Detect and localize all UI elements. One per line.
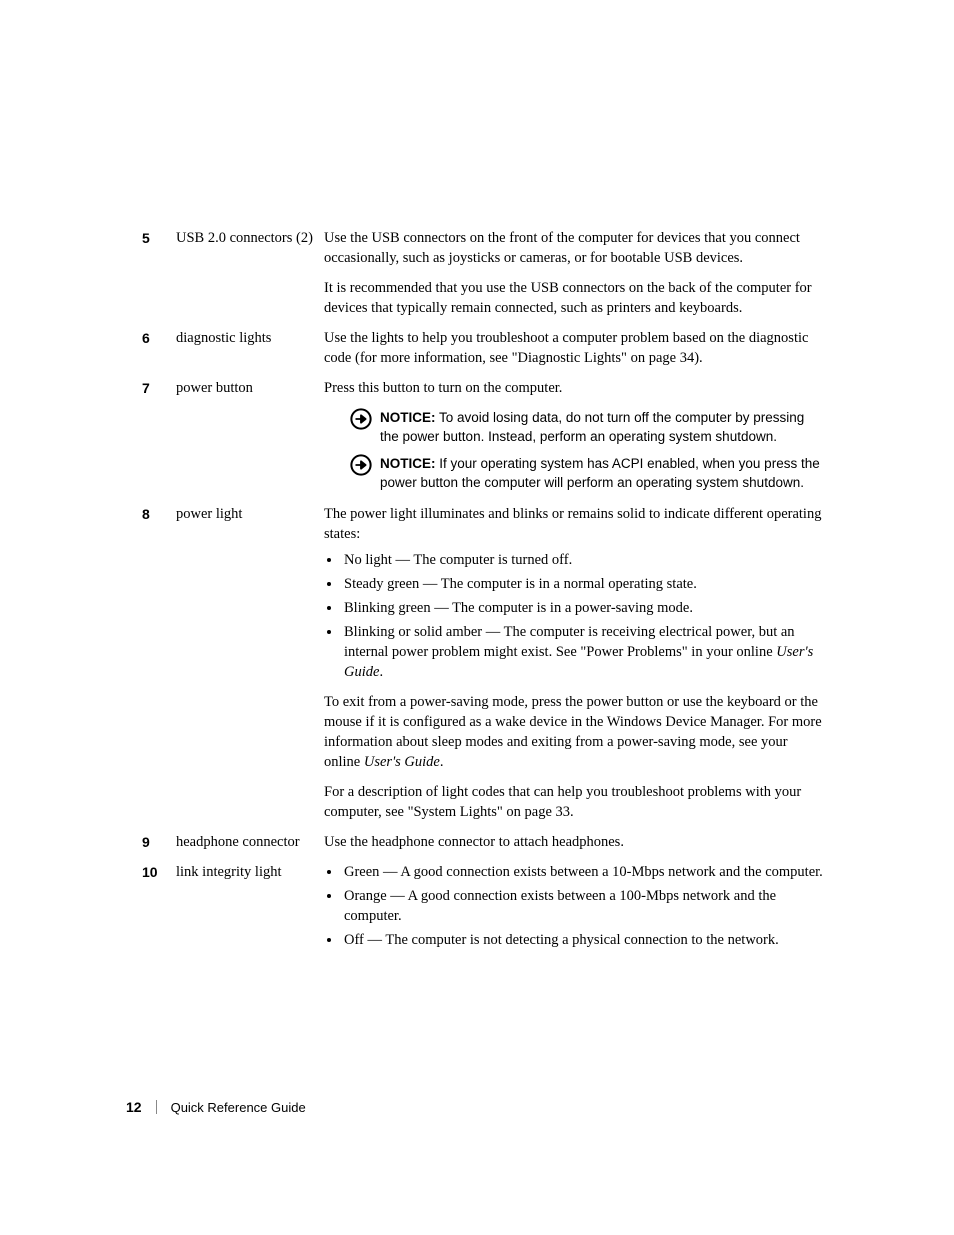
- row-number: 9: [142, 832, 176, 852]
- row-description: The power light illuminates and blinks o…: [324, 504, 824, 828]
- row-label: diagnostic lights: [176, 328, 324, 348]
- list-item: Blinking or solid amber — The computer i…: [342, 622, 824, 682]
- list-item-text: Blinking or solid amber — The computer i…: [344, 624, 795, 660]
- row-description: Green — A good connection exists between…: [324, 862, 824, 960]
- table-row: 6 diagnostic lights Use the lights to he…: [142, 328, 824, 374]
- page-number: 12: [126, 1099, 142, 1115]
- list-item: Blinking green — The computer is in a po…: [342, 598, 824, 618]
- description-paragraph: Use the USB connectors on the front of t…: [324, 228, 824, 268]
- notice: NOTICE: If your operating system has ACP…: [350, 454, 824, 492]
- description-paragraph: Use the headphone connector to attach he…: [324, 832, 824, 852]
- row-label: USB 2.0 connectors (2): [176, 228, 324, 248]
- row-label: headphone connector: [176, 832, 324, 852]
- footer-title: Quick Reference Guide: [171, 1100, 306, 1115]
- list-item: Orange — A good connection exists betwee…: [342, 886, 824, 926]
- table-row: 10 link integrity light Green — A good c…: [142, 862, 824, 960]
- bullet-list: Green — A good connection exists between…: [324, 862, 824, 950]
- paragraph-text: .: [440, 754, 444, 770]
- table-row: 7 power button Press this button to turn…: [142, 378, 824, 500]
- description-paragraph: Press this button to turn on the compute…: [324, 378, 824, 398]
- table-row: 8 power light The power light illuminate…: [142, 504, 824, 828]
- notice-text: NOTICE: If your operating system has ACP…: [380, 454, 824, 492]
- italic-ref: User's Guide: [364, 754, 440, 770]
- description-paragraph: Use the lights to help you troubleshoot …: [324, 328, 824, 368]
- list-item: No light — The computer is turned off.: [342, 550, 824, 570]
- notice-arrow-icon: [350, 454, 372, 476]
- notice-label: NOTICE:: [380, 410, 436, 425]
- list-item: Green — A good connection exists between…: [342, 862, 824, 882]
- row-description: Use the USB connectors on the front of t…: [324, 228, 824, 324]
- bullet-list: No light — The computer is turned off. S…: [324, 550, 824, 682]
- list-item: Off — The computer is not detecting a ph…: [342, 930, 824, 950]
- notice: NOTICE: To avoid losing data, do not tur…: [350, 408, 824, 446]
- row-label: power button: [176, 378, 324, 398]
- notice-body: To avoid losing data, do not turn off th…: [380, 410, 804, 444]
- list-item: Steady green — The computer is in a norm…: [342, 574, 824, 594]
- description-paragraph: It is recommended that you use the USB c…: [324, 278, 824, 318]
- notice-label: NOTICE:: [380, 456, 436, 471]
- notice-body: If your operating system has ACPI enable…: [380, 456, 820, 490]
- footer-separator: [156, 1100, 157, 1114]
- page: 5 USB 2.0 connectors (2) Use the USB con…: [0, 0, 954, 1235]
- table-row: 5 USB 2.0 connectors (2) Use the USB con…: [142, 228, 824, 324]
- notice-arrow-icon: [350, 408, 372, 430]
- table-row: 9 headphone connector Use the headphone …: [142, 832, 824, 858]
- page-footer: 12 Quick Reference Guide: [126, 1099, 306, 1115]
- row-number: 6: [142, 328, 176, 348]
- row-description: Use the lights to help you troubleshoot …: [324, 328, 824, 374]
- list-item-text: .: [379, 664, 383, 680]
- row-label: link integrity light: [176, 862, 324, 882]
- notice-text: NOTICE: To avoid losing data, do not tur…: [380, 408, 824, 446]
- description-paragraph: To exit from a power-saving mode, press …: [324, 692, 824, 772]
- row-number: 5: [142, 228, 176, 248]
- row-number: 8: [142, 504, 176, 524]
- row-description: Use the headphone connector to attach he…: [324, 832, 824, 858]
- row-number: 10: [142, 862, 176, 882]
- description-paragraph: The power light illuminates and blinks o…: [324, 504, 824, 544]
- row-description: Press this button to turn on the compute…: [324, 378, 824, 500]
- description-paragraph: For a description of light codes that ca…: [324, 782, 824, 822]
- row-label: power light: [176, 504, 324, 524]
- row-number: 7: [142, 378, 176, 398]
